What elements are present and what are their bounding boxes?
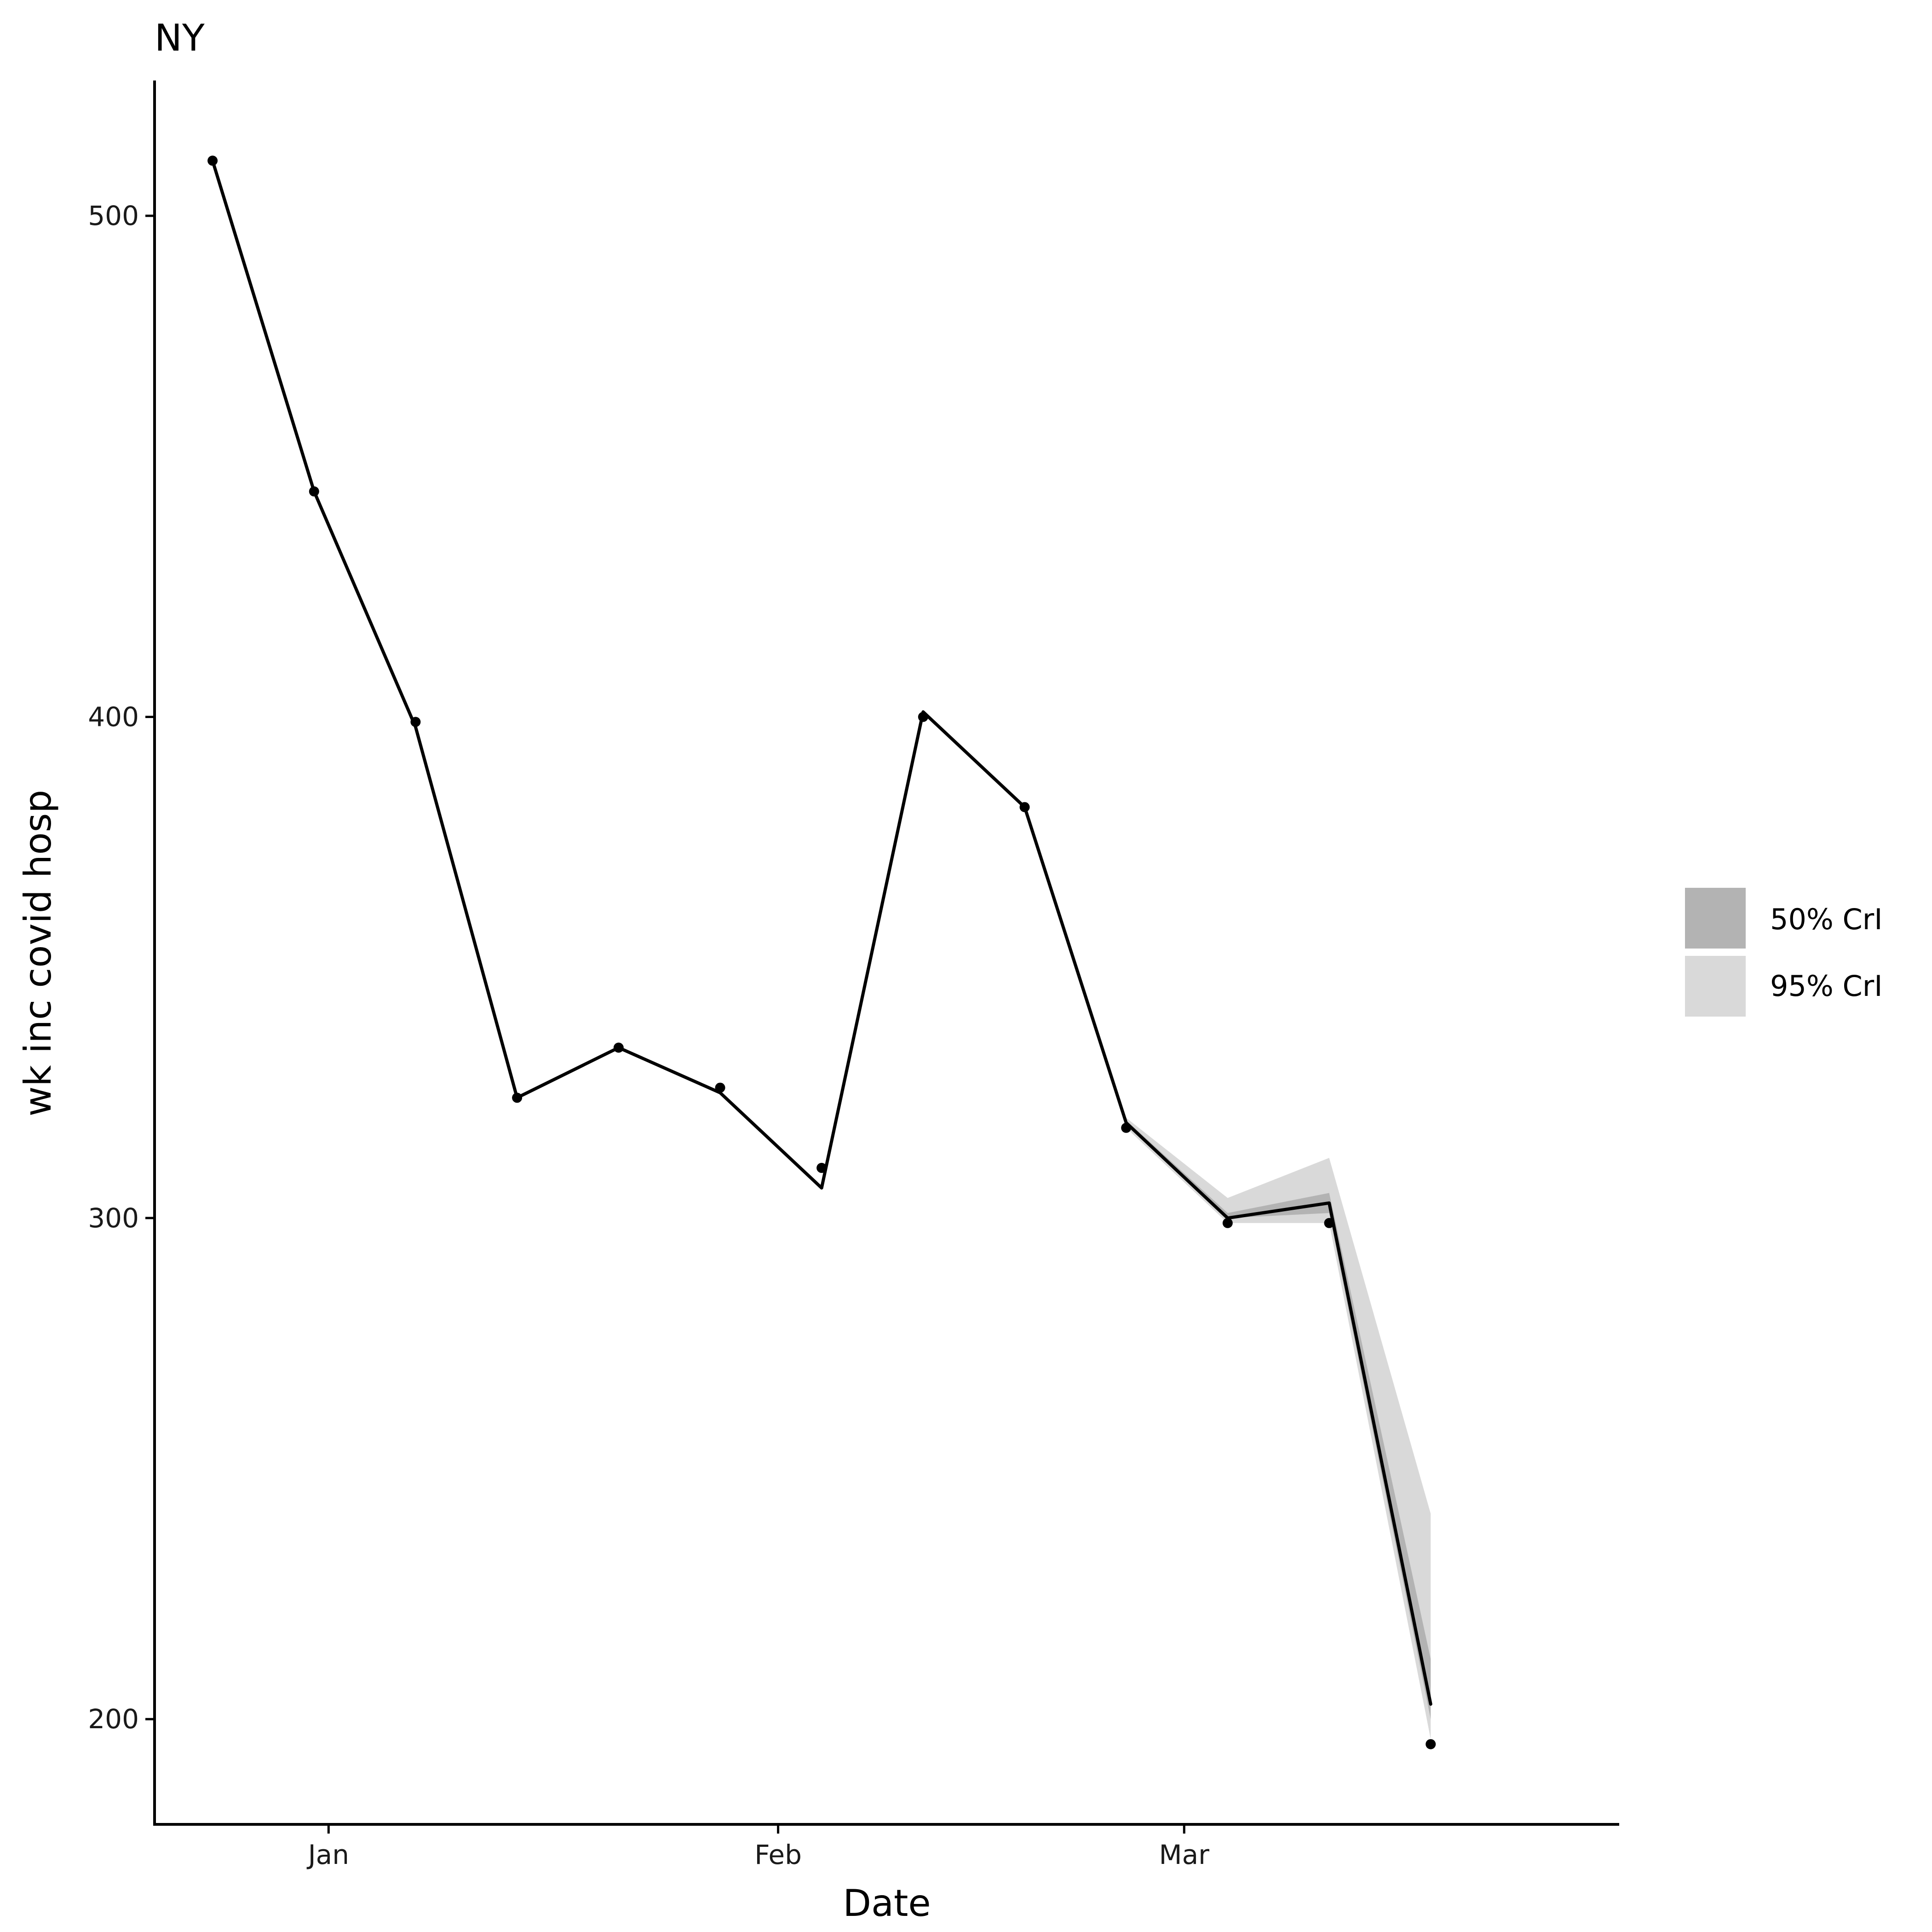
x-tick-label: Jan: [307, 1839, 349, 1870]
observed-point: [410, 717, 421, 727]
observed-point: [1019, 802, 1030, 812]
observed-point: [715, 1082, 725, 1093]
x-axis-title: Date: [843, 1882, 931, 1925]
observed-point: [918, 712, 928, 722]
x-tick-label: Mar: [1159, 1839, 1210, 1870]
legend-label-95: 95% CrI: [1770, 969, 1883, 1003]
legend: 50% CrI 95% CrI: [1685, 888, 1883, 1017]
observed-point: [512, 1092, 523, 1103]
observed-point: [207, 155, 218, 166]
observed-point: [1324, 1218, 1334, 1228]
y-tick-label: 400: [88, 701, 139, 732]
observed-point: [1222, 1218, 1233, 1228]
observed-point: [816, 1162, 827, 1173]
legend-label-50: 50% CrI: [1770, 903, 1883, 936]
median-line-layer: [211, 159, 1432, 1706]
y-axis-title: wk inc covid hosp: [17, 790, 59, 1116]
plot-title: NY: [155, 17, 205, 59]
observed-point: [613, 1042, 624, 1053]
credible-interval-bands: [1126, 1118, 1431, 1739]
band-95-cri: [1126, 1118, 1431, 1739]
observed-point: [1121, 1122, 1132, 1133]
legend-key-95: [1685, 956, 1746, 1017]
observed-point: [309, 486, 319, 497]
y-tick-label: 500: [88, 200, 139, 231]
y-ticks: 200 300 400 500: [88, 200, 155, 1735]
x-tick-label: Feb: [754, 1839, 802, 1870]
observed-points-layer: [207, 155, 1436, 1749]
observed-point: [1426, 1739, 1436, 1749]
axes: [153, 80, 1619, 1826]
median-line: [211, 159, 1432, 1706]
y-tick-label: 300: [88, 1202, 139, 1234]
legend-key-50: [1685, 888, 1746, 949]
y-tick-label: 200: [88, 1703, 139, 1735]
x-ticks: Jan Feb Mar: [307, 1824, 1210, 1870]
